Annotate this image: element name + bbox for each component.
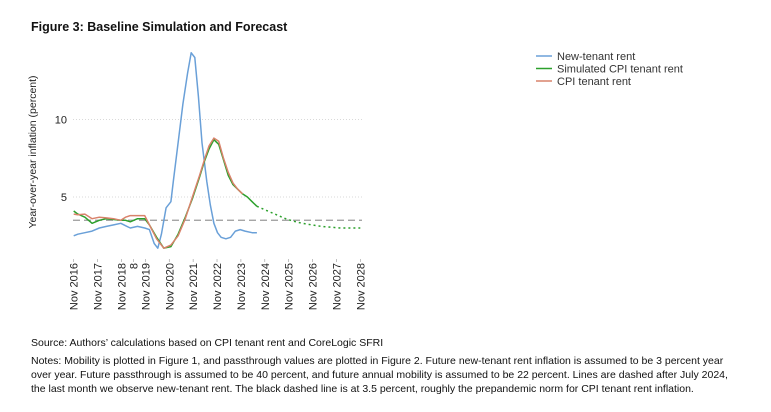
x-tick-label: Nov 2017: [93, 263, 105, 310]
x-tick-label: Nov 2016: [69, 263, 81, 310]
simulated-cpi-tenant-rent-forecast-line: [256, 205, 361, 229]
figure-title: Figure 3: Baseline Simulation and Foreca…: [31, 20, 288, 34]
series-lines: [73, 52, 361, 249]
y-tick-label: 5: [61, 192, 67, 204]
cpi-tenant-rent-line: [73, 137, 244, 249]
legend-label: Simulated CPI tenant rent: [557, 64, 683, 76]
x-axis: Nov 2016 Nov 2017 Nov 2018 8 Nov 2019 Nov 202…: [69, 259, 367, 310]
x-tick-label: Nov 2021: [188, 263, 200, 310]
y-tick-label: 10: [55, 115, 67, 127]
x-tick-label: Nov 2022: [212, 263, 224, 310]
x-tick-label: Nov 2027: [331, 263, 343, 310]
grid-lines: [73, 119, 362, 198]
x-tick-label: Nov 2018: [116, 263, 128, 310]
x-tick-label: Nov 2024: [260, 263, 272, 310]
x-tick-label: Nov 2023: [236, 263, 248, 310]
x-tick-label: Nov 2028: [355, 263, 367, 310]
notes-text: Notes: Mobility is plotted in Figure 1, …: [31, 355, 728, 395]
chart: Year-over-year inflation (percent) 5 10 N…: [27, 51, 683, 310]
x-tick-label: 8: [128, 263, 140, 269]
source-note: Source: Authors’ calculations based on C…: [31, 337, 384, 349]
legend-label: CPI tenant rent: [557, 76, 631, 88]
y-axis: Year-over-year inflation (percent) 5 10: [27, 75, 67, 228]
new-tenant-rent-line: [73, 52, 257, 249]
x-tick-label: Nov 2026: [308, 263, 320, 310]
x-tick-label: Nov 2020: [164, 263, 176, 310]
legend-label: New-tenant rent: [557, 51, 635, 63]
x-tick-label: Nov 2019: [140, 263, 152, 310]
simulated-cpi-tenant-rent-line: [73, 138, 258, 249]
x-tick-label: Nov 2025: [284, 263, 296, 310]
y-axis-label: Year-over-year inflation (percent): [27, 75, 39, 228]
